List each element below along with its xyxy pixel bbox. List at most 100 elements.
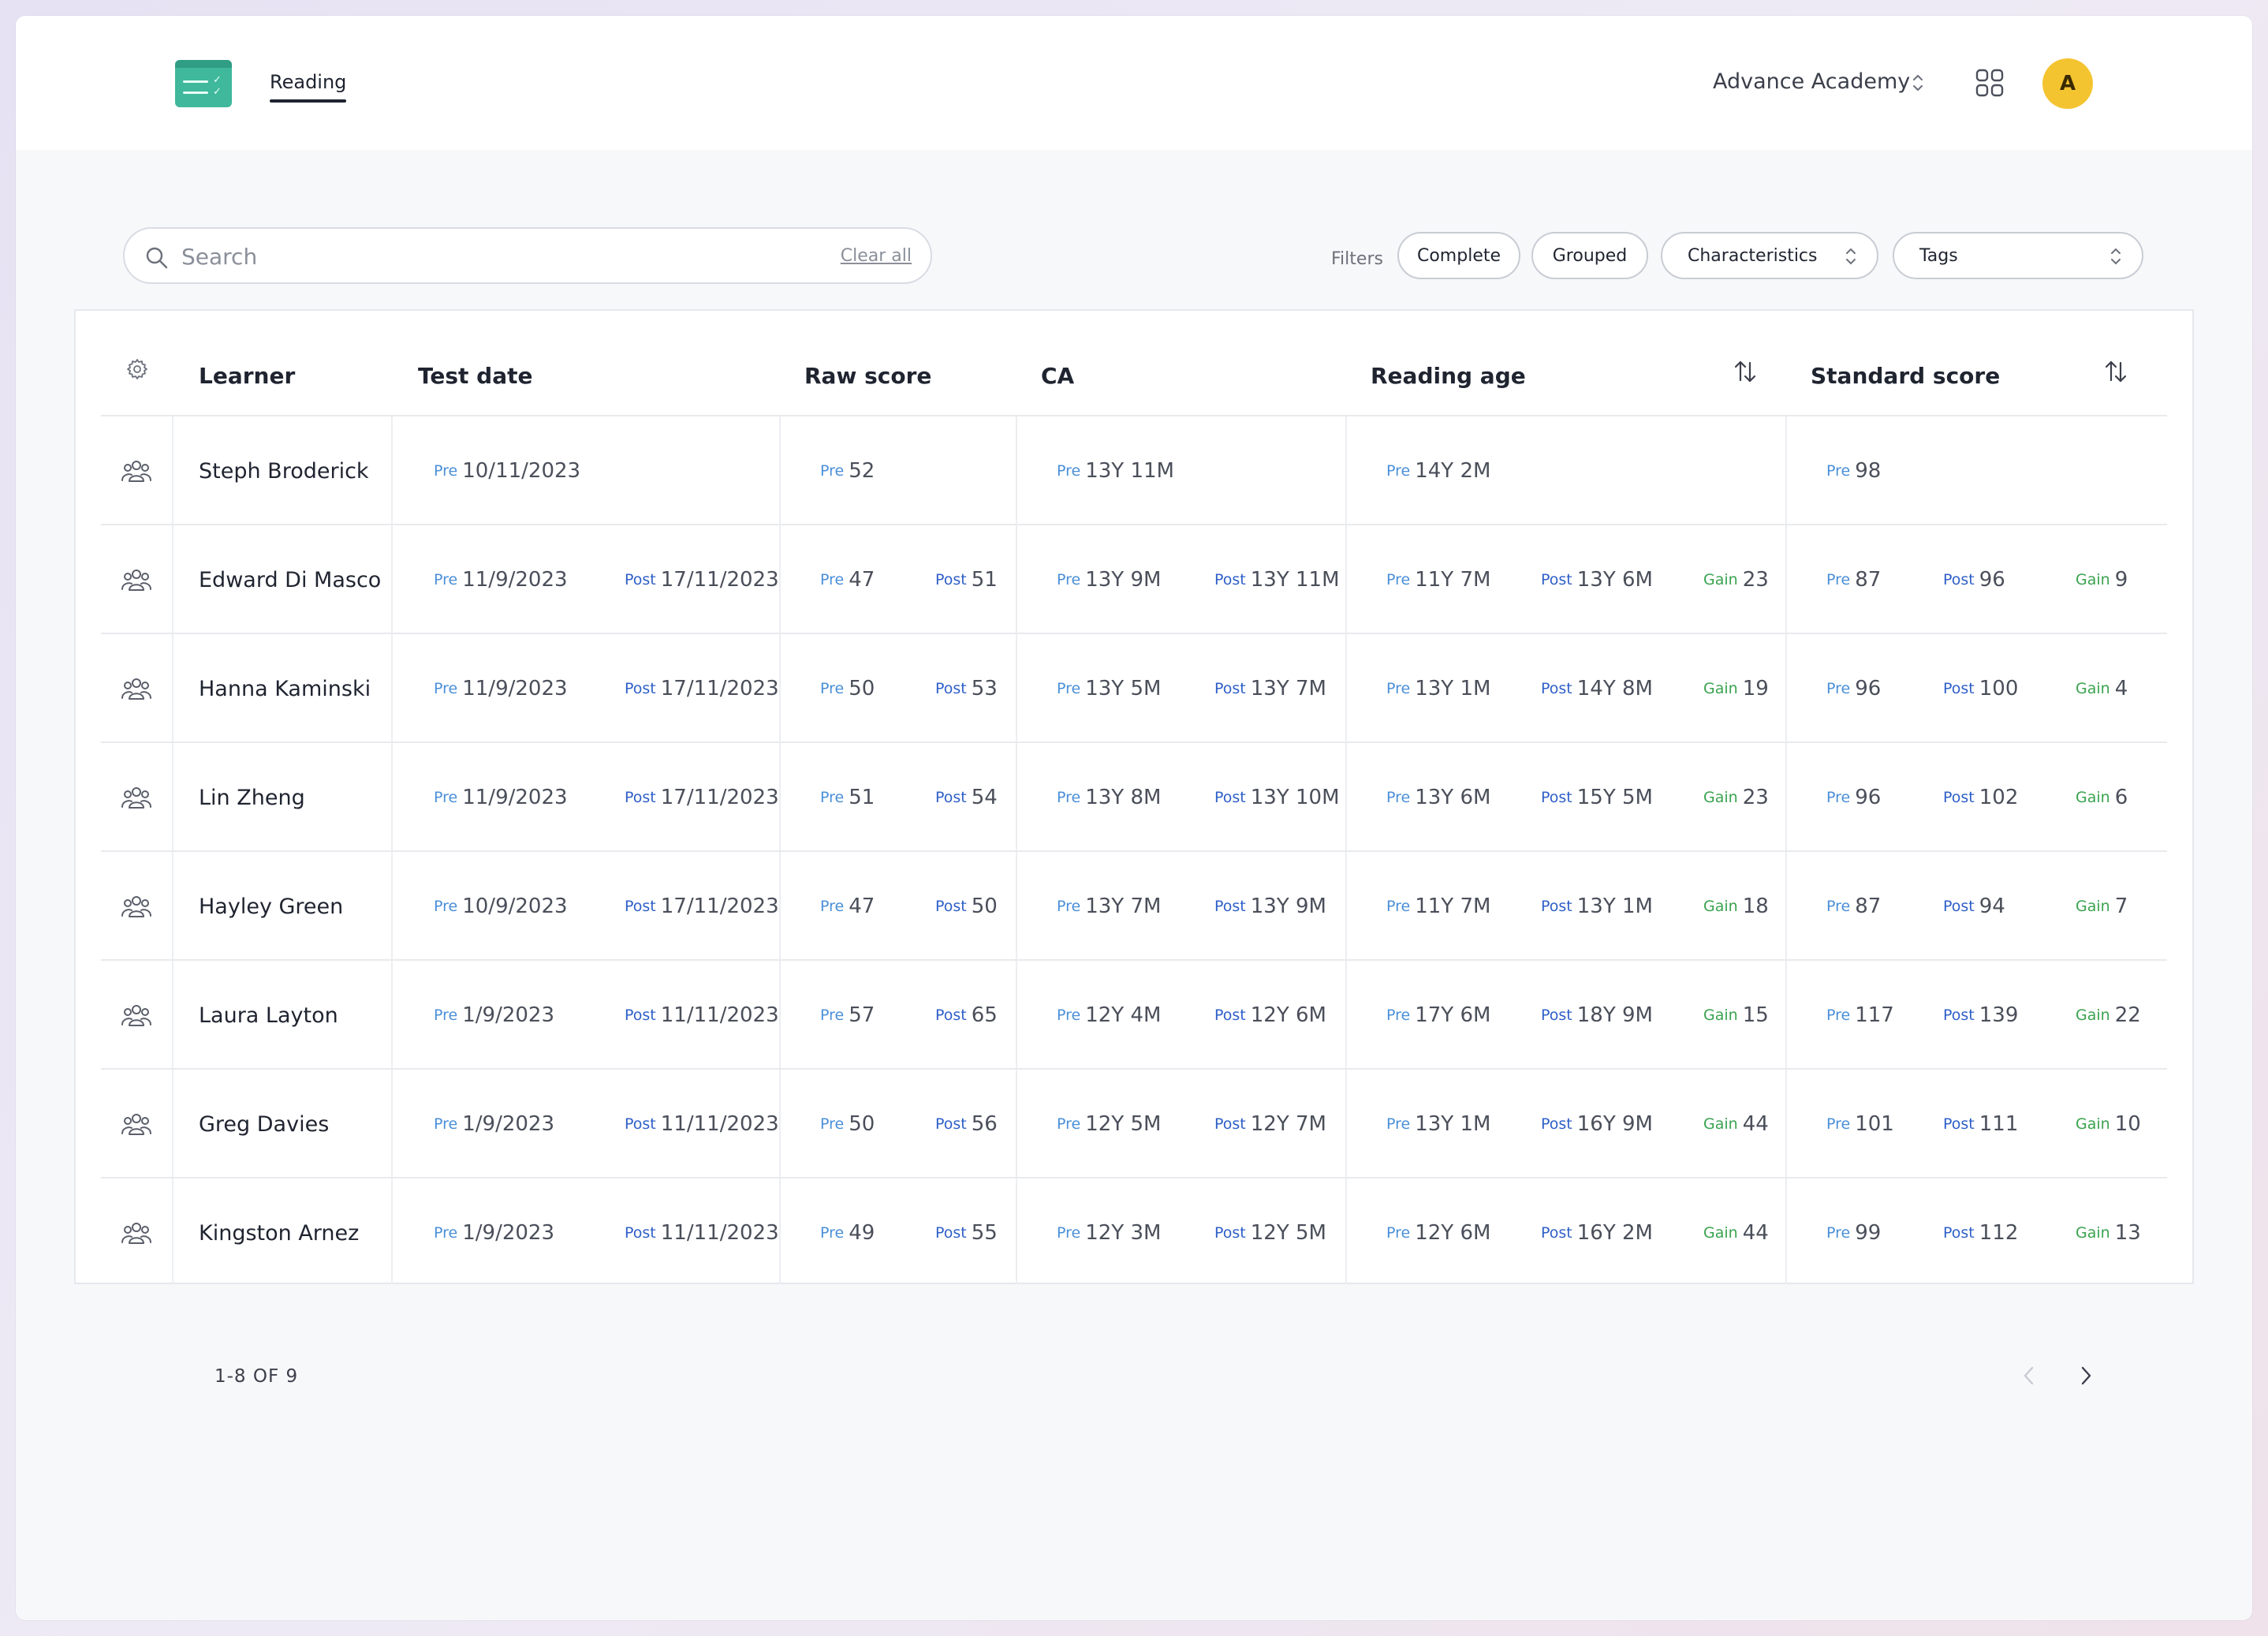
group-icon-cell[interactable] bbox=[101, 1178, 172, 1287]
ca-post-value: 12Y 5M bbox=[1250, 1221, 1326, 1245]
column-header-test-date[interactable]: Test date bbox=[418, 363, 533, 389]
clear-all-link[interactable]: Clear all bbox=[840, 246, 912, 266]
post-tag: Post bbox=[625, 789, 656, 806]
search-input[interactable] bbox=[180, 240, 814, 273]
test-date-post-value: 17/11/2023 bbox=[660, 568, 779, 592]
tags-select[interactable]: Tags bbox=[1893, 232, 2143, 279]
column-header-ca[interactable]: CA bbox=[1041, 363, 1075, 389]
learner-name[interactable]: Kingston Arnez bbox=[199, 1220, 360, 1246]
standard-score-pre: Pre 87 bbox=[1826, 525, 1881, 634]
test-date-post-value: 17/11/2023 bbox=[660, 895, 779, 918]
reading-age-post-value: 16Y 2M bbox=[1576, 1221, 1653, 1245]
standard-score-gain-value: 4 bbox=[2114, 677, 2128, 700]
user-avatar[interactable]: A bbox=[2042, 58, 2093, 109]
test-date-pre: Pre 11/9/2023 bbox=[434, 634, 568, 743]
group-icon-cell[interactable] bbox=[101, 1070, 172, 1178]
standard-score-post: Post 102 bbox=[1943, 743, 2018, 852]
table-row[interactable]: Greg Davies Pre 1/9/2023 Post 11/11/2023 Pre 5… bbox=[101, 1070, 2167, 1178]
gain-tag: Gain bbox=[1703, 680, 1738, 697]
filter-grouped-button[interactable]: Grouped bbox=[1531, 232, 1648, 279]
group-icon-cell[interactable] bbox=[101, 961, 172, 1070]
app-logo-icon[interactable]: ✓ ✓ bbox=[175, 60, 232, 107]
row-divider bbox=[101, 633, 2167, 634]
pre-tag: Pre bbox=[1386, 1224, 1411, 1242]
reading-age-gain-value: 15 bbox=[1742, 1003, 1769, 1027]
org-switcher-label[interactable]: Advance Academy bbox=[1713, 69, 1911, 94]
test-date-pre-value: 1/9/2023 bbox=[462, 1112, 554, 1136]
reading-age-post-value: 14Y 8M bbox=[1576, 677, 1653, 700]
raw-score-post-value: 53 bbox=[971, 677, 998, 700]
learner-name[interactable]: Steph Broderick bbox=[199, 458, 369, 484]
ca-pre-value: 12Y 4M bbox=[1085, 1003, 1162, 1027]
group-icon-cell[interactable] bbox=[101, 416, 172, 525]
next-page-chevron-right-icon[interactable] bbox=[2074, 1361, 2098, 1390]
learner-name[interactable]: Hanna Kaminski bbox=[199, 676, 371, 701]
table-row[interactable]: Hayley Green Pre 10/9/2023 Post 17/11/2023 Pr… bbox=[101, 852, 2167, 961]
nav-tab-reading[interactable]: Reading bbox=[270, 71, 347, 103]
table-settings-gear-icon[interactable] bbox=[125, 357, 150, 382]
post-tag: Post bbox=[1214, 1007, 1246, 1024]
characteristics-select[interactable]: Characteristics bbox=[1661, 232, 1878, 279]
table-row[interactable]: Laura Layton Pre 1/9/2023 Post 11/11/2023 Pre… bbox=[101, 961, 2167, 1070]
pre-tag: Pre bbox=[1386, 462, 1411, 480]
raw-score-pre: Pre 52 bbox=[820, 416, 875, 525]
column-header-learner[interactable]: Learner bbox=[199, 363, 296, 389]
table-row[interactable]: Kingston Arnez Pre 1/9/2023 Post 11/11/2023 P… bbox=[101, 1178, 2167, 1287]
post-tag: Post bbox=[1541, 789, 1572, 806]
group-icon-cell[interactable] bbox=[101, 525, 172, 634]
standard-score-gain: Gain 9 bbox=[2076, 525, 2128, 634]
column-header-raw-score[interactable]: Raw score bbox=[804, 363, 932, 389]
learner-name[interactable]: Laura Layton bbox=[199, 1003, 338, 1028]
top-bar: ✓ ✓ Reading Advance Academy A bbox=[16, 16, 2252, 150]
pre-tag: Pre bbox=[1826, 789, 1851, 806]
ca-pre: Pre 13Y 5M bbox=[1057, 634, 1161, 743]
pre-tag: Pre bbox=[1826, 680, 1851, 697]
raw-score-pre: Pre 57 bbox=[820, 961, 875, 1070]
ca-post-value: 13Y 9M bbox=[1250, 895, 1326, 918]
ca-post: Post 12Y 5M bbox=[1214, 1178, 1326, 1287]
standard-score-gain-value: 22 bbox=[2114, 1003, 2141, 1027]
standard-score-post: Post 112 bbox=[1943, 1178, 2018, 1287]
column-header-standard-score[interactable]: Standard score bbox=[1811, 363, 2001, 389]
learner-name[interactable]: Hayley Green bbox=[199, 894, 344, 919]
standard-score-post: Post 94 bbox=[1943, 852, 2005, 961]
reading-age-pre: Pre 17Y 6M bbox=[1386, 961, 1490, 1070]
pagination-range: 1-8 OF 9 bbox=[214, 1366, 299, 1387]
app-grid-icon[interactable] bbox=[1975, 68, 2005, 98]
group-icon-cell[interactable] bbox=[101, 852, 172, 961]
group-icon-cell[interactable] bbox=[101, 634, 172, 743]
learner-name[interactable]: Lin Zheng bbox=[199, 785, 305, 810]
sort-icon[interactable] bbox=[2102, 358, 2129, 385]
chevron-up-down-icon[interactable] bbox=[1912, 71, 1924, 95]
learner-name[interactable]: Greg Davies bbox=[199, 1111, 330, 1137]
table-row[interactable]: Steph Broderick Pre 10/11/2023 Pre 52 Pre 13Y … bbox=[101, 416, 2167, 525]
pre-tag: Pre bbox=[434, 462, 458, 480]
gain-tag: Gain bbox=[2076, 1115, 2110, 1133]
ca-pre: Pre 13Y 9M bbox=[1057, 525, 1161, 634]
pre-tag: Pre bbox=[1826, 462, 1851, 480]
post-tag: Post bbox=[1541, 680, 1572, 697]
raw-score-pre-value: 49 bbox=[849, 1221, 875, 1245]
group-icon-cell[interactable] bbox=[101, 743, 172, 852]
standard-score-gain: Gain 13 bbox=[2076, 1178, 2141, 1287]
post-tag: Post bbox=[1943, 1115, 1975, 1133]
previous-page-chevron-left-icon[interactable] bbox=[2017, 1361, 2041, 1390]
column-header-reading-age[interactable]: Reading age bbox=[1371, 363, 1526, 389]
standard-score-gain: Gain 10 bbox=[2076, 1070, 2141, 1178]
standard-score-gain-value: 13 bbox=[2114, 1221, 2141, 1245]
sort-icon[interactable] bbox=[1732, 358, 1759, 385]
learner-name[interactable]: Edward Di Masco bbox=[199, 567, 382, 592]
reading-age-pre: Pre 11Y 7M bbox=[1386, 852, 1490, 961]
gain-tag: Gain bbox=[2076, 1007, 2110, 1024]
raw-score-pre: Pre 51 bbox=[820, 743, 875, 852]
table-row[interactable]: Lin Zheng Pre 11/9/2023 Post 17/11/2023 Pre 51… bbox=[101, 743, 2167, 852]
raw-score-post: Post 51 bbox=[935, 525, 998, 634]
table-row[interactable]: Hanna Kaminski Pre 11/9/2023 Post 17/11/2023… bbox=[101, 634, 2167, 743]
reading-age-pre-value: 14Y 2M bbox=[1415, 459, 1491, 483]
ca-pre-value: 12Y 5M bbox=[1085, 1112, 1162, 1136]
filter-complete-button[interactable]: Complete bbox=[1397, 232, 1520, 279]
group-icon bbox=[121, 570, 151, 591]
test-date-pre: Pre 1/9/2023 bbox=[434, 961, 554, 1070]
raw-score-pre-value: 47 bbox=[849, 895, 875, 918]
table-row[interactable]: Edward Di Masco Pre 11/9/2023 Post 17/11/202… bbox=[101, 525, 2167, 634]
